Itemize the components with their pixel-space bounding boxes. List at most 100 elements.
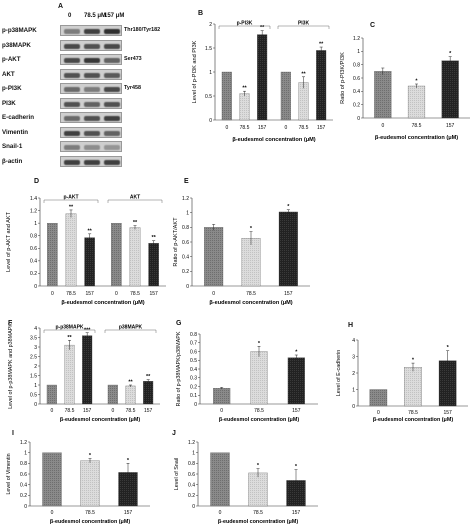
blot-band bbox=[64, 87, 80, 92]
x-tick-label: 78.5 bbox=[412, 123, 422, 129]
y-axis-label: Ratio of p-p38MAPK/p38MAPK bbox=[176, 331, 182, 406]
blot-band bbox=[84, 159, 100, 165]
y-tick-label: 1.2 bbox=[353, 36, 360, 42]
x-tick-label: 0 bbox=[51, 510, 54, 516]
y-tick-label: 0.6 bbox=[20, 472, 27, 478]
blot-band bbox=[84, 43, 100, 49]
bar-78.5 bbox=[248, 472, 268, 507]
y-tick-label: 0.2 bbox=[30, 271, 37, 277]
significance-label: * bbox=[449, 51, 452, 57]
x-tick-label: 0 bbox=[50, 408, 53, 414]
significance-label: * bbox=[412, 358, 415, 364]
y-tick-label: 1.2 bbox=[20, 440, 27, 446]
y-tick-label: 0 bbox=[352, 404, 355, 410]
y-tick-label: 1.4 bbox=[30, 196, 37, 202]
blot-band bbox=[104, 72, 120, 78]
blot-lane-label: 0 bbox=[68, 13, 72, 19]
x-tick-label: 0 bbox=[115, 291, 118, 297]
bar-0 bbox=[374, 71, 392, 119]
significance-label: ** bbox=[67, 335, 72, 341]
significance-label: * bbox=[447, 345, 450, 351]
y-tick-label: 0.2 bbox=[353, 102, 360, 108]
chart-g: 0 0.1 0.2 0.3 0.4 0.5 0.6 0.7 0.8 Ratio of p-p38M… bbox=[176, 331, 318, 423]
y-tick-label: 0.2 bbox=[188, 493, 195, 499]
blot-strip bbox=[60, 25, 122, 36]
blot-band bbox=[64, 58, 80, 63]
y-axis-label: Level of Snail bbox=[174, 458, 180, 490]
panel-letter-d: D bbox=[34, 178, 40, 185]
bar-157 bbox=[82, 335, 93, 405]
y-tick-label: 1 bbox=[186, 210, 189, 216]
y-tick-label: 0.2 bbox=[20, 493, 27, 499]
panel-letter-a: A bbox=[58, 3, 64, 10]
bar-0 bbox=[107, 384, 118, 405]
y-tick-label: 1 bbox=[209, 70, 212, 76]
group-label: p38MAPK bbox=[119, 325, 143, 331]
x-tick-label: 157 bbox=[149, 291, 158, 297]
x-tick-label: 78.5 bbox=[85, 510, 95, 516]
y-axis-label: Level of E-cadherin bbox=[336, 350, 342, 396]
chart-f: 0 0.5 1 1.5 2 2.5 3 3.5 4 Level of p-p38MAPK and … bbox=[8, 323, 160, 423]
group-label: p-p38MAPK bbox=[55, 325, 83, 331]
y-tick-label: 1.5 bbox=[205, 46, 212, 52]
x-axis-label: β-eudesmol concentration (μM) bbox=[218, 519, 298, 525]
significance-label: * bbox=[257, 463, 260, 469]
significance-label: ** bbox=[319, 42, 324, 48]
y-tick-label: 0.8 bbox=[30, 234, 37, 240]
y-tick-label: 0.8 bbox=[353, 62, 360, 68]
y-tick-label: 1 bbox=[357, 49, 360, 55]
bar-0 bbox=[210, 452, 230, 507]
x-axis-label: β-eudesmol concentration (μM) bbox=[219, 417, 299, 423]
blot-strip bbox=[60, 141, 122, 152]
blot-row-label: p-PI3K bbox=[2, 85, 22, 92]
x-tick-label: 0 bbox=[220, 408, 223, 414]
bar-0 bbox=[46, 384, 57, 405]
y-tick-label: 0 bbox=[357, 116, 360, 122]
chart-h: 0 1 2 3 4 Level of E-cadherin β-eudesmol conce… bbox=[336, 338, 468, 423]
blot-row-label: Snail-1 bbox=[2, 143, 23, 150]
bar-0 bbox=[47, 222, 58, 287]
y-axis-label: Level of Vimentin bbox=[6, 453, 12, 494]
x-axis-label: β-eudesmol concentration (μM) bbox=[50, 519, 130, 525]
blot-band bbox=[104, 58, 120, 63]
bar-0 bbox=[369, 389, 388, 407]
significance-label: ** bbox=[133, 220, 138, 226]
blot-band bbox=[104, 87, 120, 92]
y-tick-label: 1.2 bbox=[182, 196, 189, 202]
significance-label: * bbox=[250, 226, 253, 232]
blot-band bbox=[104, 29, 120, 34]
chart-panel-e: E 0 0.2 0.4 0.6 0.8 1 1.2 Ratio of p-AKT/AKT β-e… bbox=[170, 176, 340, 314]
blot-band bbox=[84, 87, 100, 92]
bar-78.5 bbox=[80, 460, 100, 507]
blot-band bbox=[84, 116, 100, 121]
y-tick-label: 0.2 bbox=[182, 269, 189, 275]
blot-band bbox=[64, 43, 80, 49]
significance-label: *** bbox=[84, 327, 91, 333]
blot-band bbox=[64, 101, 80, 107]
bar-0 bbox=[42, 452, 62, 507]
significance-label: ** bbox=[260, 25, 265, 31]
panel-letter-g: G bbox=[176, 320, 182, 327]
blot-row-site: Thr180/Tyr182 bbox=[124, 27, 161, 33]
x-tick-label: 78.5 bbox=[240, 125, 250, 131]
blot-band bbox=[84, 145, 100, 150]
blot-row-site: Tyr458 bbox=[124, 85, 141, 91]
blot-strip bbox=[60, 54, 122, 65]
panel-letter-h: H bbox=[348, 322, 354, 329]
y-tick-label: 0.6 bbox=[182, 240, 189, 246]
blot-row-label: p-p38MAPK bbox=[2, 27, 37, 34]
x-tick-label: 78.5 bbox=[66, 291, 76, 297]
x-axis-label: β-eudesmol concentration (μM) bbox=[60, 417, 140, 423]
bar-157 bbox=[84, 237, 95, 287]
y-tick-label: 1.5 bbox=[30, 373, 37, 379]
blot-band bbox=[64, 29, 80, 34]
x-tick-label: 157 bbox=[124, 510, 133, 516]
x-tick-label: 157 bbox=[292, 510, 301, 516]
bar-78.5 bbox=[407, 85, 426, 119]
y-tick-label: 1 bbox=[34, 383, 37, 389]
y-tick-label: 0.5 bbox=[205, 94, 212, 100]
y-tick-label: 0 bbox=[186, 284, 189, 290]
y-tick-label: 0.8 bbox=[182, 225, 189, 231]
chart-panel-c: C 0 0.2 0.4 0.6 0.8 1 1.2 Ratio of p-PI3K/PI3K β… bbox=[336, 8, 474, 151]
group-label: p-AKT bbox=[64, 195, 79, 201]
